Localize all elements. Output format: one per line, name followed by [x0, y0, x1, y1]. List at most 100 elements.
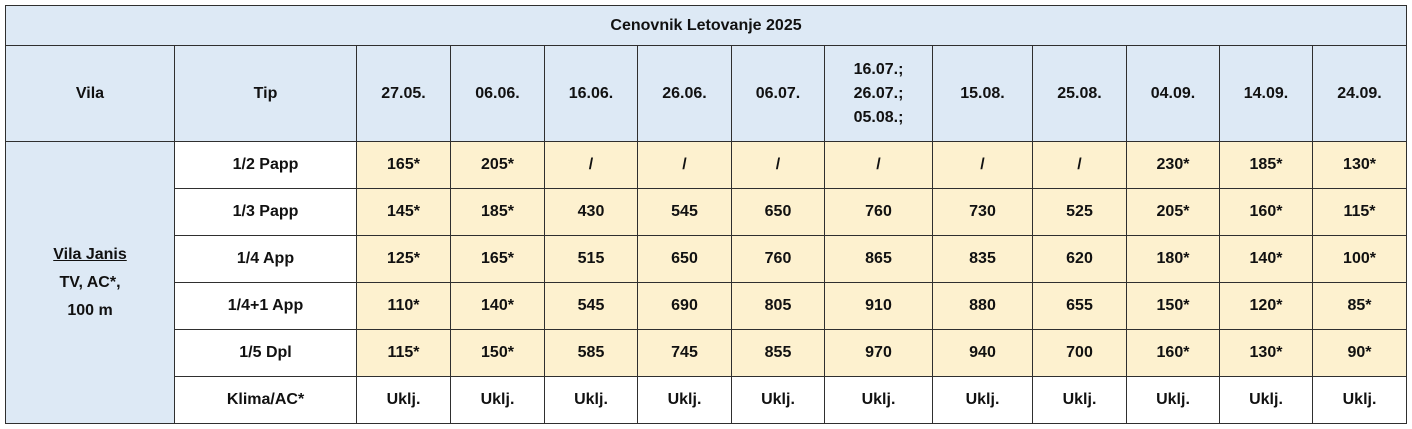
- price-cell: 430: [544, 188, 638, 236]
- vila-info: TV, AC*,: [59, 273, 121, 291]
- price-cell: 700: [1032, 329, 1127, 377]
- table-row: 1/5 Dpl 115* 150* 585 745 855 970 940 700 160* 130…: [6, 329, 1408, 377]
- price-cell: 85*: [1311, 282, 1408, 330]
- price-cell: 100*: [1311, 235, 1408, 283]
- table-row: Vila Janis TV, AC*, 100 m 1/2 Papp 165* 205* /…: [5, 141, 1408, 424]
- price-cell: Uklj.: [1032, 376, 1127, 424]
- price-cell: 760: [824, 188, 933, 236]
- price-cell: 205*: [1126, 188, 1220, 236]
- vila-cell: Vila Janis TV, AC*, 100 m: [5, 141, 175, 424]
- type-cell: 1/4+1 App: [174, 282, 357, 330]
- price-cell: 585: [544, 329, 638, 377]
- header-cell: 16.07.; 26.07.; 05.08.;: [824, 45, 933, 142]
- header-cell: 14.09.: [1219, 45, 1313, 142]
- price-cell: 855: [731, 329, 825, 377]
- header-cell: 15.08.: [932, 45, 1033, 142]
- price-cell: 545: [544, 282, 638, 330]
- price-cell: 655: [1032, 282, 1127, 330]
- price-cell: /: [731, 141, 825, 189]
- price-cell: 120*: [1219, 282, 1313, 330]
- table-row: 1/4 App 125* 165* 515 650 760 865 835 620 180* 140…: [6, 235, 1408, 283]
- price-cell: 230*: [1126, 141, 1220, 189]
- price-cell: 180*: [1126, 235, 1220, 283]
- price-cell: 745: [637, 329, 732, 377]
- table-title: Cenovnik Letovanje 2025: [4, 5, 1408, 46]
- price-cell: 805: [731, 282, 825, 330]
- price-cell: Uklj.: [544, 376, 638, 424]
- price-cell: 185*: [1219, 141, 1313, 189]
- price-cell: 150*: [450, 329, 545, 377]
- price-cell: 145*: [356, 188, 451, 236]
- price-cell: Uklj.: [731, 376, 825, 424]
- price-cell: 515: [544, 235, 638, 283]
- price-cell: Uklj.: [1311, 376, 1408, 424]
- price-cell: 525: [1032, 188, 1127, 236]
- price-cell: 165*: [356, 141, 451, 189]
- price-cell: 865: [824, 235, 933, 283]
- type-cell: 1/3 Papp: [174, 188, 357, 236]
- price-cell: 690: [637, 282, 732, 330]
- type-cell: 1/2 Papp: [174, 141, 357, 189]
- price-cell: Uklj.: [1219, 376, 1313, 424]
- price-cell: 165*: [450, 235, 545, 283]
- header-cell: 27.05.: [356, 45, 451, 142]
- price-cell: 650: [637, 235, 732, 283]
- table-body: Vila Janis TV, AC*, 100 m 1/2 Papp 165* 205* /…: [5, 141, 1408, 424]
- vila-link[interactable]: Vila Janis: [53, 245, 127, 263]
- table-row: 1/4+1 App 110* 140* 545 690 805 910 880 655 150* 1…: [6, 282, 1408, 330]
- price-cell: /: [544, 141, 638, 189]
- price-cell: 940: [932, 329, 1033, 377]
- price-cell: 160*: [1219, 188, 1313, 236]
- price-cell: Uklj.: [450, 376, 545, 424]
- price-cell: 140*: [450, 282, 545, 330]
- price-cell: 110*: [356, 282, 451, 330]
- vila-info: 100 m: [67, 301, 113, 319]
- header-cell: 25.08.: [1032, 45, 1127, 142]
- price-cell: 545: [637, 188, 732, 236]
- header-cell: 06.07.: [731, 45, 825, 142]
- price-cell: /: [932, 141, 1033, 189]
- price-cell: 140*: [1219, 235, 1313, 283]
- price-cell: 115*: [1311, 188, 1408, 236]
- price-cell: 970: [824, 329, 933, 377]
- header-cell: Vila: [5, 45, 175, 142]
- price-cell: 760: [731, 235, 825, 283]
- price-cell: /: [1032, 141, 1127, 189]
- price-cell: Uklj.: [1126, 376, 1220, 424]
- price-cell: 90*: [1311, 329, 1408, 377]
- type-cell: Klima/AC*: [174, 376, 357, 424]
- price-cell: 150*: [1126, 282, 1220, 330]
- price-cell: 125*: [356, 235, 451, 283]
- price-cell: 130*: [1311, 141, 1408, 189]
- header-cell: 16.06.: [544, 45, 638, 142]
- price-cell: 910: [824, 282, 933, 330]
- header-cell: 04.09.: [1126, 45, 1220, 142]
- header-row: Vila Tip 27.05. 06.06. 16.06. 26.06. 06.07. 16.…: [5, 45, 1408, 142]
- price-cell: 835: [932, 235, 1033, 283]
- price-cell: 205*: [450, 141, 545, 189]
- table-row: Klima/AC* Uklj. Uklj. Uklj. Uklj. Uklj. Uklj. U…: [6, 376, 1408, 424]
- price-cell: 730: [932, 188, 1033, 236]
- price-cell: Uklj.: [637, 376, 732, 424]
- price-cell: Uklj.: [824, 376, 933, 424]
- price-cell: 620: [1032, 235, 1127, 283]
- type-cell: 1/5 Dpl: [174, 329, 357, 377]
- price-cell: Uklj.: [932, 376, 1033, 424]
- price-cell: 650: [731, 188, 825, 236]
- price-cell: 115*: [356, 329, 451, 377]
- header-cell: Tip: [174, 45, 357, 142]
- price-cell: 880: [932, 282, 1033, 330]
- price-cell: /: [824, 141, 933, 189]
- price-cell: /: [637, 141, 732, 189]
- header-cell: 26.06.: [637, 45, 732, 142]
- type-cell: 1/4 App: [174, 235, 357, 283]
- header-cell: 06.06.: [450, 45, 545, 142]
- table-row: 1/3 Papp 145* 185* 430 545 650 760 730 525 205* 16…: [6, 188, 1408, 236]
- header-cell: 24.09.: [1311, 45, 1408, 142]
- price-cell: 185*: [450, 188, 545, 236]
- price-cell: Uklj.: [356, 376, 451, 424]
- price-cell: 130*: [1219, 329, 1313, 377]
- price-table: Cenovnik Letovanje 2025 Vila Tip 27.05. 06.…: [4, 5, 1408, 424]
- price-cell: 160*: [1126, 329, 1220, 377]
